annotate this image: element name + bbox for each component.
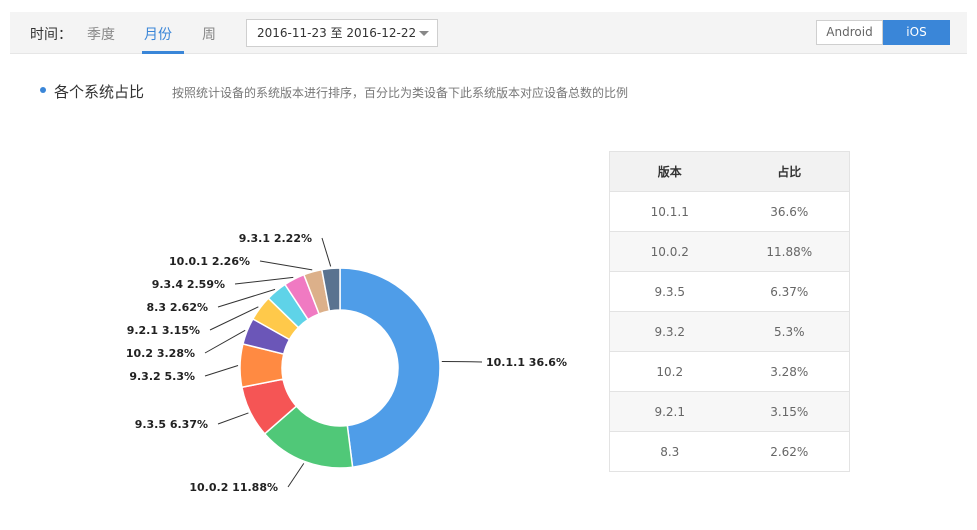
share-cell: 6.37% xyxy=(729,271,850,312)
tab-week[interactable]: 周 xyxy=(202,27,216,43)
slice-label: 9.2.1 3.15% xyxy=(127,324,200,337)
leader-line xyxy=(234,276,294,285)
section-title: 各个系统占比 xyxy=(54,83,145,101)
leader-line xyxy=(217,288,276,308)
share-cell: 36.6% xyxy=(729,191,850,232)
table-row: 9.3.2 5.3% xyxy=(609,311,850,352)
version-cell: 9.2.1 xyxy=(609,391,730,432)
slice-label: 10.1.1 36.6% xyxy=(486,356,567,369)
section-description: 按照统计设备的系统版本进行排序，百分比为类设备下此系统版本对应设备总数的比例 xyxy=(172,86,629,100)
version-cell: 10.0.2 xyxy=(609,231,730,272)
version-cell: 9.3.5 xyxy=(609,271,730,312)
table-row: 9.3.5 6.37% xyxy=(609,271,850,312)
slice-label: 10.2 3.28% xyxy=(126,347,195,360)
slice-label: 9.3.1 2.22% xyxy=(239,232,312,245)
android-button[interactable]: Android xyxy=(816,20,883,45)
date-range-select[interactable]: 2016-11-23 至 2016-12-22 xyxy=(246,19,438,47)
tab-month[interactable]: 月份 xyxy=(144,27,172,43)
tab-quarter[interactable]: 季度 xyxy=(87,27,115,43)
pie-slice-9-3-1[interactable] xyxy=(320,267,341,312)
os-toggle: Android iOS xyxy=(816,20,950,45)
table-row: 10.2 3.28% xyxy=(609,351,850,392)
share-cell: 11.88% xyxy=(729,231,850,272)
share-cell: 3.28% xyxy=(729,351,850,392)
table-row: 10.1.1 36.6% xyxy=(609,191,850,232)
version-cell: 10.1.1 xyxy=(609,191,730,232)
pie-slice-10-1-1[interactable] xyxy=(339,267,441,469)
slice-label: 8.3 2.62% xyxy=(147,301,208,314)
table-row: 10.0.2 11.88% xyxy=(609,231,850,272)
leader-line xyxy=(259,260,313,271)
table-row: 8.3 2.62% xyxy=(609,431,850,472)
active-tab-indicator xyxy=(142,51,184,54)
bullet-dot xyxy=(40,87,46,93)
version-cell: 10.2 xyxy=(609,351,730,392)
date-range-value: 2016-11-23 至 2016-12-22 xyxy=(257,26,417,40)
leader-line xyxy=(204,365,239,377)
share-cell: 2.62% xyxy=(729,431,850,472)
version-table: 版本 占比 10.1.1 36.6% 10.0.2 11.88% 9.3.5 6… xyxy=(609,151,850,472)
version-cell: 8.3 xyxy=(609,431,730,472)
leader-line xyxy=(209,306,259,331)
leader-line xyxy=(321,237,332,267)
slice-label: 10.0.2 11.88% xyxy=(189,481,278,494)
column-header-version: 版本 xyxy=(609,151,730,192)
version-donut-chart: 10.1.1 36.6% 10.0.2 11.88% 9.3.5 6.37% 9.3.… xyxy=(126,232,567,494)
filter-bar: 时间： 季度 月份 周 2016-11-23 至 2016-12-22 Andr… xyxy=(10,12,967,54)
slice-label: 10.0.1 2.26% xyxy=(169,255,250,268)
leader-line xyxy=(204,329,246,354)
ios-button[interactable]: iOS xyxy=(883,20,950,45)
slice-label: 9.3.2 5.3% xyxy=(129,370,195,383)
table-header-row: 版本 占比 xyxy=(609,151,850,192)
share-cell: 3.15% xyxy=(729,391,850,432)
leader-line xyxy=(287,463,305,488)
version-cell: 9.3.2 xyxy=(609,311,730,352)
slice-label: 9.3.4 2.59% xyxy=(152,278,225,291)
time-label: 时间： xyxy=(30,27,72,43)
share-cell: 5.3% xyxy=(729,311,850,352)
chevron-down-icon xyxy=(419,31,429,36)
slice-label: 9.3.5 6.37% xyxy=(135,418,208,431)
table-row: 9.2.1 3.15% xyxy=(609,391,850,432)
column-header-share: 占比 xyxy=(729,151,850,192)
leader-line xyxy=(217,412,249,425)
